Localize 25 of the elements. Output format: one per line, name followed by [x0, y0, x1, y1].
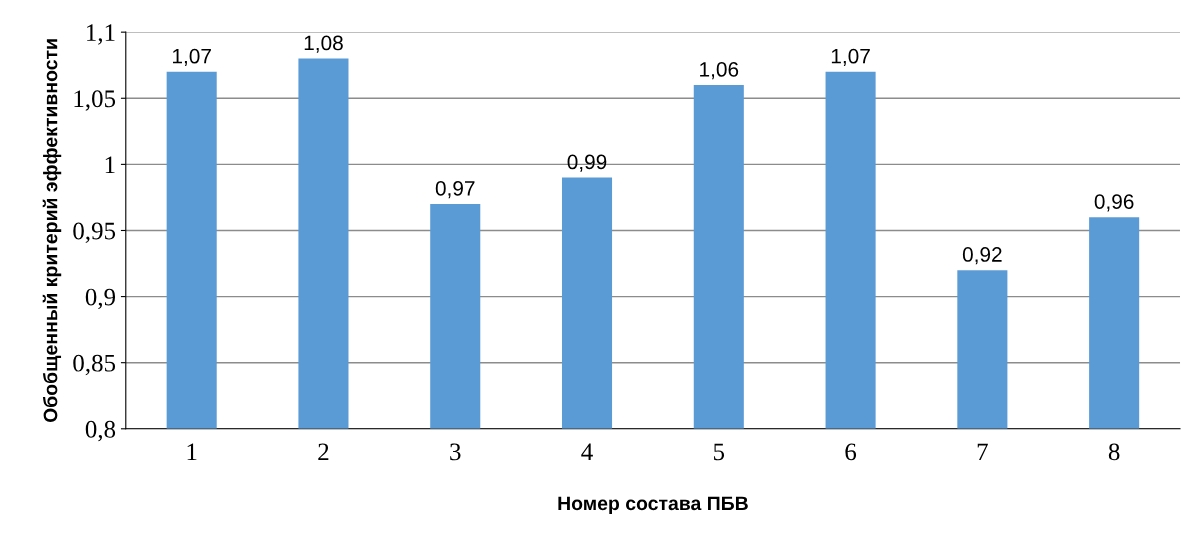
x-tick-label: 8: [1108, 443, 1120, 461]
x-tick-label: 7: [977, 443, 988, 461]
data-label: 1,07: [173, 48, 211, 66]
y-tick-label: 0,9: [85, 288, 116, 310]
data-label: 0,96: [1094, 194, 1134, 212]
y-tick-label: 0,85: [73, 354, 116, 376]
x-tick-label: 1: [187, 443, 197, 461]
y-axis-title: Обобщенный критерий эффективности: [42, 39, 62, 423]
data-label: 0,99: [567, 154, 607, 172]
data-label: 0,92: [962, 247, 1002, 265]
x-tick-label: 6: [845, 443, 857, 461]
x-tick-label: 3: [450, 443, 461, 461]
data-label: 1,06: [700, 62, 739, 80]
x-tick-label: 5: [714, 443, 725, 461]
data-label: 1,07: [831, 48, 870, 66]
y-tick-label: 0,95: [73, 222, 116, 243]
y-tick-label: 1: [105, 156, 115, 174]
x-tick-label: 2: [318, 443, 329, 461]
x-tick-label: 4: [581, 443, 593, 461]
data-label: 0,97: [435, 181, 475, 199]
y-tick-label: 1,05: [74, 90, 116, 111]
y-tick-label: 1,1: [87, 24, 115, 45]
x-axis-title: Номер состава ПБВ: [558, 496, 748, 515]
y-tick-label: 0,8: [85, 420, 116, 442]
data-label: 1,08: [304, 35, 343, 53]
